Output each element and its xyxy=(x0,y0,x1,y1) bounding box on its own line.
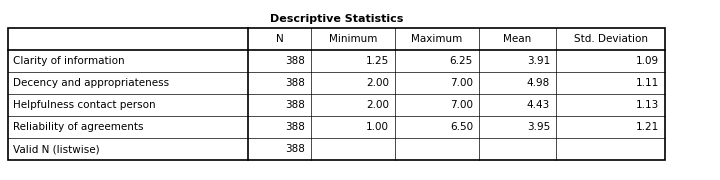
Text: Decency and appropriateness: Decency and appropriateness xyxy=(13,78,169,88)
Text: 1.25: 1.25 xyxy=(366,56,389,66)
Text: 3.95: 3.95 xyxy=(527,122,550,132)
Text: Valid N (listwise): Valid N (listwise) xyxy=(13,144,99,154)
Text: 388: 388 xyxy=(285,122,305,132)
Text: Maximum: Maximum xyxy=(411,34,463,44)
Text: 1.21: 1.21 xyxy=(636,122,659,132)
Text: Minimum: Minimum xyxy=(329,34,377,44)
Text: 1.11: 1.11 xyxy=(636,78,659,88)
Text: N: N xyxy=(276,34,284,44)
Text: Mean: Mean xyxy=(503,34,531,44)
Text: Descriptive Statistics: Descriptive Statistics xyxy=(270,14,403,24)
Text: 2.00: 2.00 xyxy=(366,100,389,110)
Text: Clarity of information: Clarity of information xyxy=(13,56,125,66)
Bar xyxy=(8,28,665,160)
Text: 388: 388 xyxy=(285,100,305,110)
Text: Helpfulness contact person: Helpfulness contact person xyxy=(13,100,156,110)
Text: 4.43: 4.43 xyxy=(527,100,550,110)
Text: 1.09: 1.09 xyxy=(636,56,659,66)
Text: 7.00: 7.00 xyxy=(450,78,473,88)
Text: Reliability of agreements: Reliability of agreements xyxy=(13,122,143,132)
Text: 1.13: 1.13 xyxy=(636,100,659,110)
Text: Std. Deviation: Std. Deviation xyxy=(574,34,647,44)
Text: 6.50: 6.50 xyxy=(450,122,473,132)
Text: 3.91: 3.91 xyxy=(527,56,550,66)
Text: 6.25: 6.25 xyxy=(450,56,473,66)
Text: 1.00: 1.00 xyxy=(366,122,389,132)
Text: 7.00: 7.00 xyxy=(450,100,473,110)
Text: 388: 388 xyxy=(285,144,305,154)
Text: 388: 388 xyxy=(285,56,305,66)
Text: 2.00: 2.00 xyxy=(366,78,389,88)
Text: 388: 388 xyxy=(285,78,305,88)
Text: 4.98: 4.98 xyxy=(527,78,550,88)
